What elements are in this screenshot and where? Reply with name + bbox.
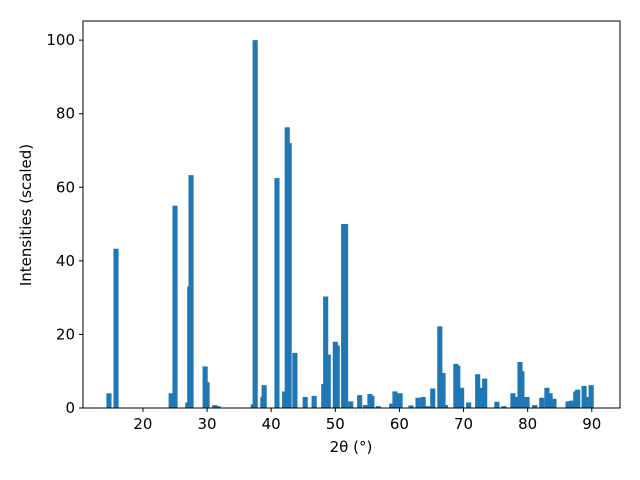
bar <box>455 365 461 408</box>
bar <box>565 401 571 408</box>
bar <box>547 393 553 408</box>
bar <box>334 345 340 408</box>
bar <box>113 248 119 408</box>
x-tick-label: 20 <box>133 415 152 433</box>
bar <box>392 391 398 408</box>
bar <box>420 396 426 408</box>
bar <box>302 396 308 408</box>
bar <box>569 400 575 408</box>
y-axis-label: Intensities (scaled) <box>17 144 35 286</box>
y-tick-label: 40 <box>56 252 75 270</box>
bar <box>575 389 581 408</box>
bar <box>204 382 210 408</box>
bar <box>362 405 369 408</box>
bar <box>252 40 258 409</box>
x-tick-label: 50 <box>326 415 345 433</box>
bar <box>397 393 403 408</box>
bar <box>348 401 354 408</box>
bar <box>539 397 545 408</box>
bar <box>425 406 431 408</box>
bar <box>466 402 472 408</box>
bar <box>415 397 421 408</box>
y-tick-label: 100 <box>46 31 75 49</box>
bar <box>544 387 550 408</box>
axes-frame <box>82 20 621 409</box>
y-tick-label: 80 <box>56 105 75 123</box>
bar <box>343 224 349 408</box>
bar <box>323 296 329 408</box>
bar <box>524 396 530 408</box>
x-tick-label: 70 <box>454 415 473 433</box>
bar <box>389 403 395 408</box>
plot-area <box>106 40 594 409</box>
bar <box>168 393 174 408</box>
bar <box>430 388 436 408</box>
bar <box>475 374 481 408</box>
bar <box>532 405 538 408</box>
bar <box>588 385 594 408</box>
bar <box>583 396 589 408</box>
bar <box>172 205 178 408</box>
bar <box>551 398 557 408</box>
y-tick-label: 20 <box>56 325 75 343</box>
x-tick-label: 90 <box>582 415 601 433</box>
x-tick-label: 80 <box>518 415 537 433</box>
bar <box>443 405 449 408</box>
bar <box>325 354 331 408</box>
bar <box>375 406 381 408</box>
x-tick-label: 30 <box>198 415 217 433</box>
bar <box>513 396 519 408</box>
bar <box>292 352 298 408</box>
x-tick-label: 40 <box>262 415 281 433</box>
bar <box>188 175 194 408</box>
bar <box>510 393 516 408</box>
bar <box>408 405 414 408</box>
bar <box>106 393 112 408</box>
bar <box>437 326 443 408</box>
x-axis-label: 2θ (°) <box>330 438 373 456</box>
bar <box>212 405 218 408</box>
bar <box>261 385 267 408</box>
y-tick-label: 60 <box>56 178 75 196</box>
bar <box>482 378 488 408</box>
bar <box>501 406 507 408</box>
x-tick-label: 60 <box>390 415 409 433</box>
bar <box>478 387 484 408</box>
bar <box>369 395 375 408</box>
bar <box>215 406 221 408</box>
bar <box>440 373 446 408</box>
bar <box>459 387 465 408</box>
bar <box>494 401 500 408</box>
bar <box>311 395 317 408</box>
y-tick-label: 0 <box>65 399 75 417</box>
bar <box>519 371 525 408</box>
bar <box>286 143 292 408</box>
bar <box>274 178 280 408</box>
bar <box>357 395 363 408</box>
